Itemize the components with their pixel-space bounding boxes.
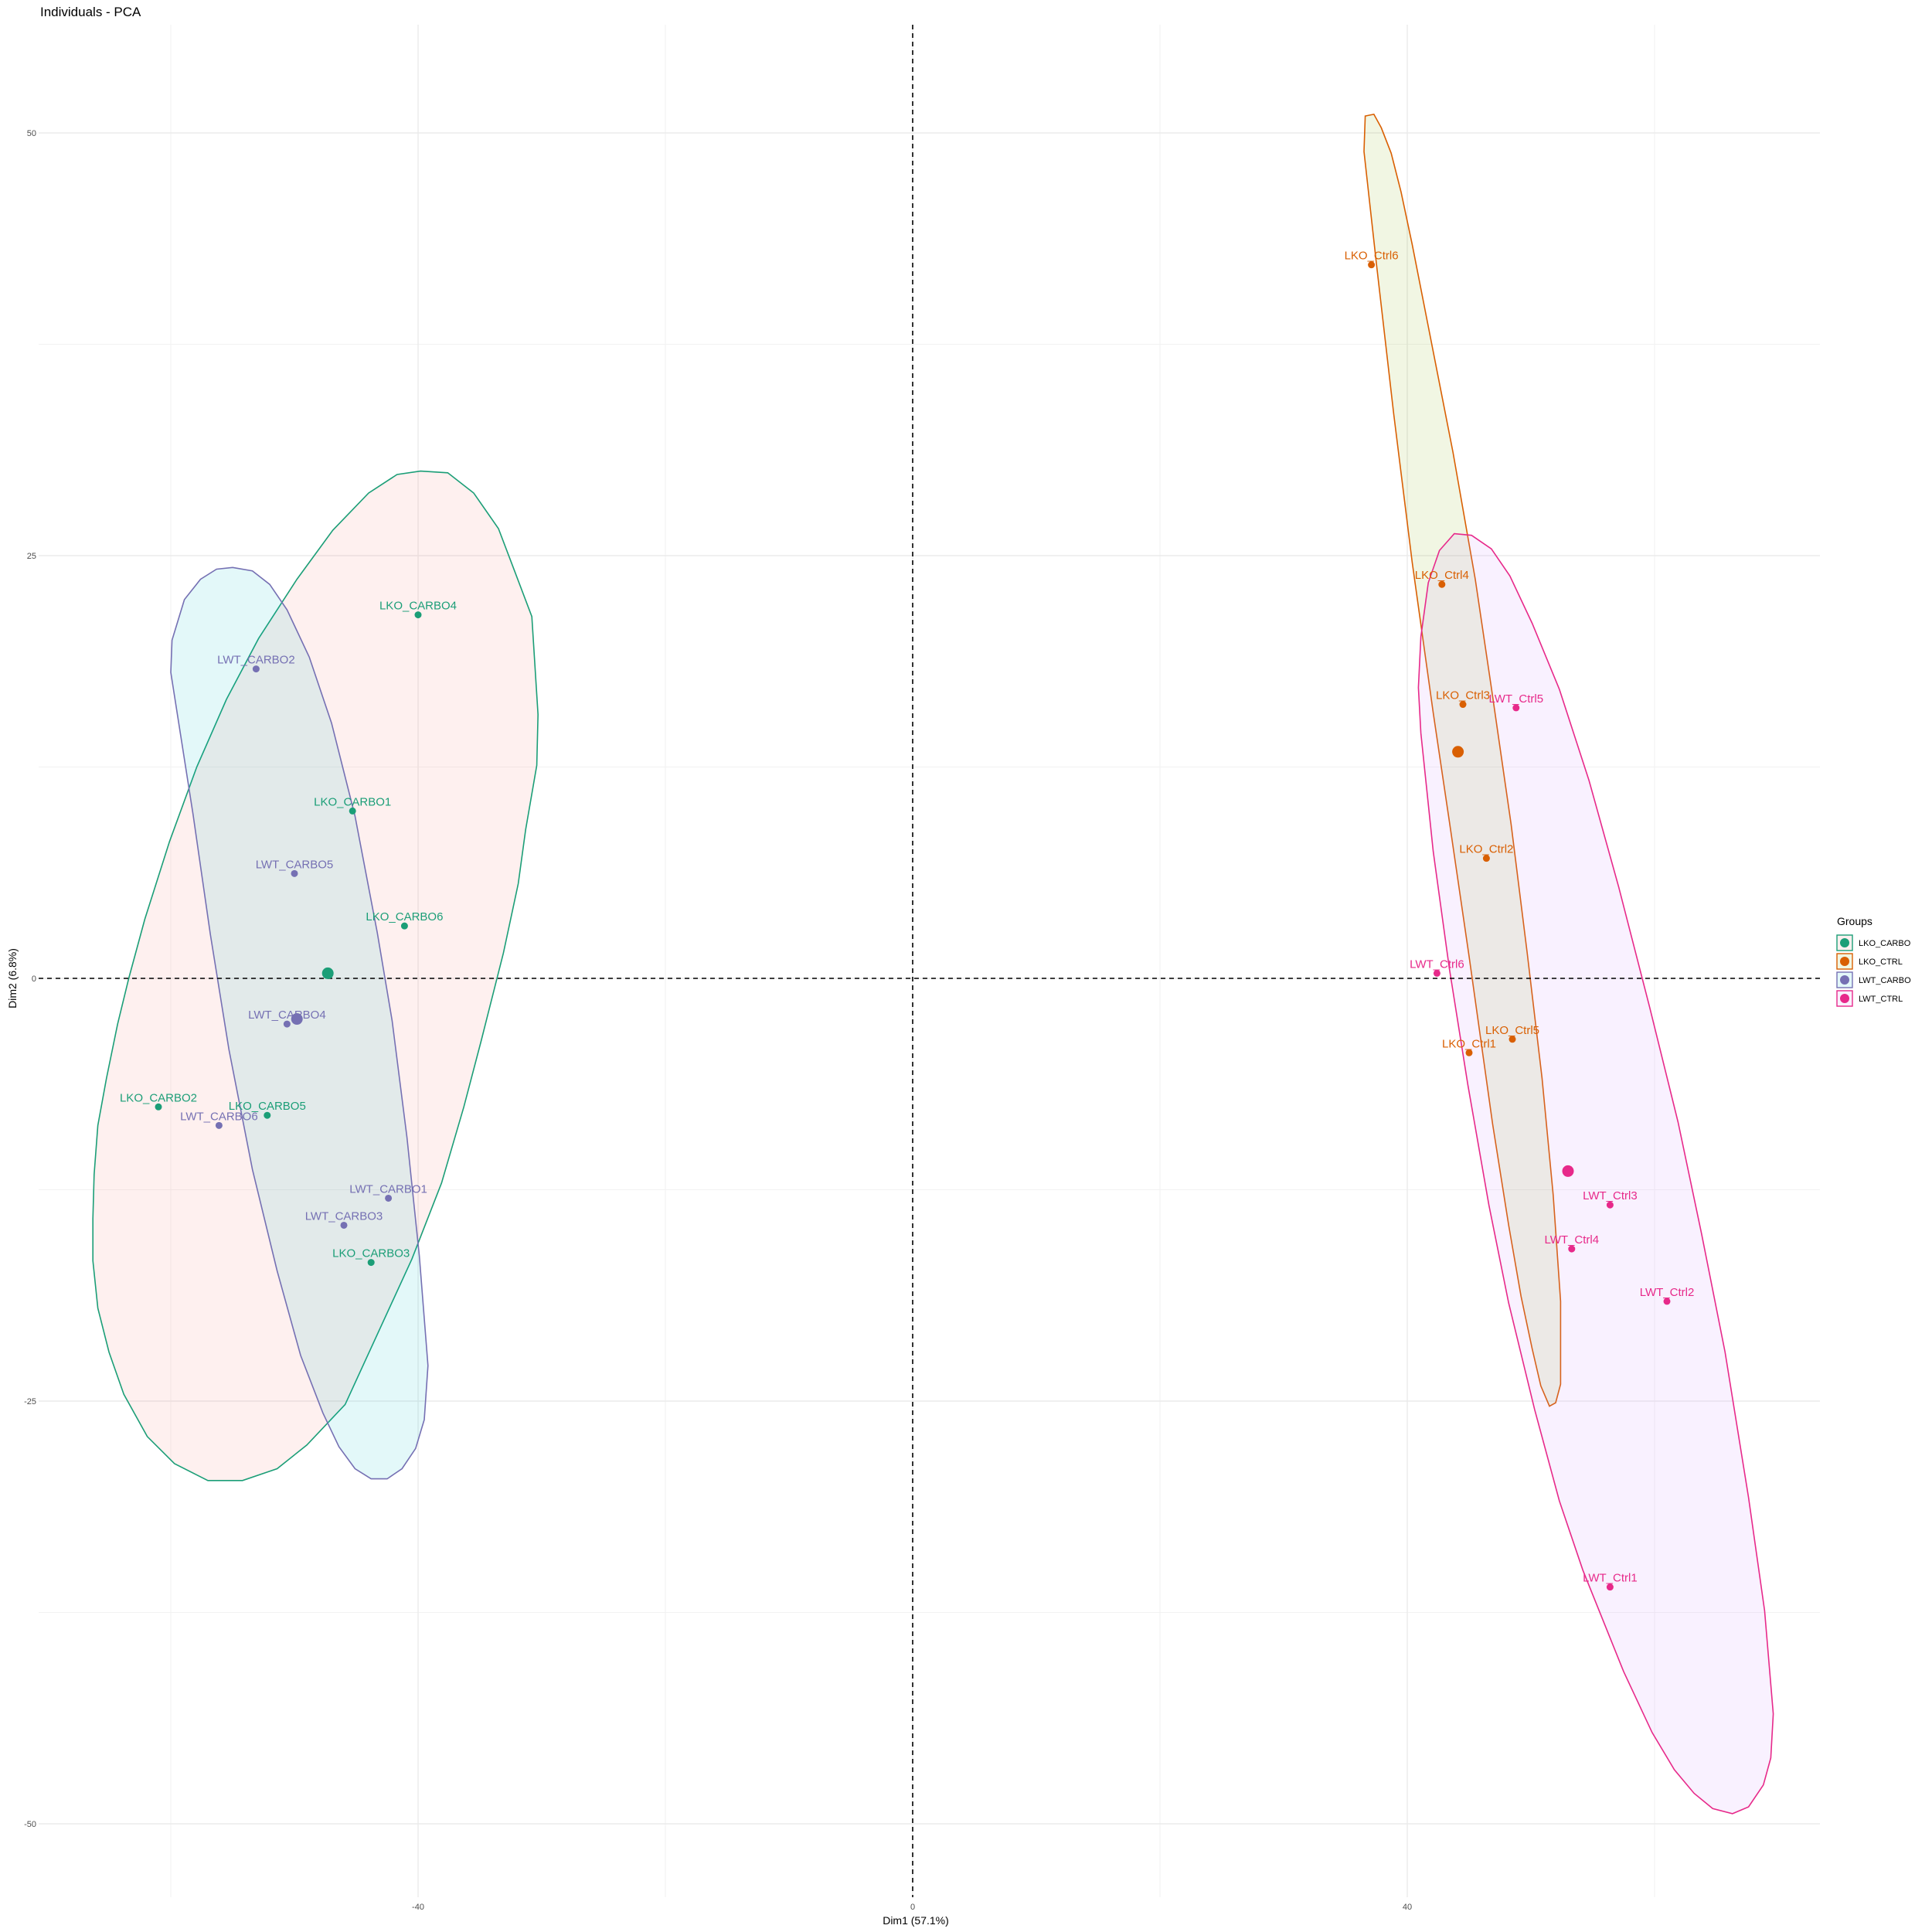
legend-label: LWT_CARBO bbox=[1859, 976, 1911, 985]
data-point bbox=[340, 1221, 348, 1229]
data-point bbox=[252, 665, 260, 673]
legend-label: LWT_CTRL bbox=[1859, 995, 1903, 1004]
point-label: LKO_CARBO2 bbox=[120, 1091, 197, 1104]
x-tick-label: 0 bbox=[910, 1903, 915, 1912]
chart-title: Individuals - PCA bbox=[40, 5, 141, 19]
legend: Groups LKO_CARBO LKO_CTRL LWT_CARBO LWT_CTR… bbox=[1836, 915, 1911, 1007]
point-label: LKO_CARBO6 bbox=[366, 910, 443, 923]
data-point bbox=[291, 869, 298, 877]
data-point bbox=[155, 1103, 162, 1111]
data-point bbox=[1438, 580, 1446, 588]
data-point bbox=[349, 807, 356, 815]
data-point bbox=[1512, 704, 1520, 712]
data-point bbox=[414, 611, 422, 619]
legend-key-marker bbox=[1840, 938, 1849, 947]
ticks: -40 0 40 50 25 0 -25 -50 bbox=[24, 129, 1412, 1912]
point-label: LKO_Ctrl5 bbox=[1485, 1024, 1539, 1037]
y-tick-label: 50 bbox=[27, 129, 36, 138]
data-point bbox=[1368, 261, 1376, 269]
data-point bbox=[264, 1111, 271, 1119]
data-point bbox=[1482, 855, 1490, 862]
point-label: LWT_CARBO6 bbox=[180, 1110, 258, 1123]
x-axis-title: Dim1 (57.1%) bbox=[883, 1914, 949, 1927]
centroids bbox=[291, 746, 1574, 1177]
data-point bbox=[400, 922, 408, 930]
legend-label: LKO_CARBO bbox=[1859, 939, 1911, 948]
data-point bbox=[1465, 1049, 1473, 1056]
point-label: LWT_Ctrl1 bbox=[1583, 1572, 1638, 1585]
y-tick-label: 25 bbox=[27, 552, 36, 561]
point-label: LWT_CARBO1 bbox=[349, 1182, 427, 1196]
y-axis-title: Dim2 (6.8%) bbox=[6, 948, 19, 1009]
point-label: LKO_CARBO1 bbox=[314, 795, 391, 808]
reference-lines bbox=[39, 25, 1820, 1897]
data-point bbox=[385, 1194, 393, 1202]
point-label: LKO_CARBO3 bbox=[332, 1247, 410, 1260]
grid-major bbox=[39, 25, 1820, 1897]
point-label: LWT_Ctrl2 bbox=[1640, 1286, 1695, 1299]
legend-key-marker bbox=[1840, 994, 1849, 1003]
legend-title: Groups bbox=[1837, 915, 1872, 927]
data-point bbox=[1663, 1298, 1671, 1305]
x-tick-label: 40 bbox=[1403, 1903, 1412, 1912]
legend-label: LKO_CTRL bbox=[1859, 957, 1903, 967]
centroid-point bbox=[1452, 746, 1464, 758]
point-label: LWT_CARBO4 bbox=[248, 1009, 326, 1022]
data-point bbox=[1459, 701, 1467, 709]
data-point bbox=[1433, 969, 1440, 977]
point-labels: LKO_CARBO4 LKO_CARBO1 LKO_CARBO6 LKO_CARBO2… bbox=[120, 250, 1694, 1585]
legend-items: LKO_CARBO LKO_CTRL LWT_CARBO LWT_CTRL bbox=[1836, 934, 1911, 1007]
data-point bbox=[1606, 1583, 1614, 1591]
y-tick-label: -50 bbox=[24, 1820, 36, 1829]
point-label: LKO_Ctrl6 bbox=[1345, 250, 1399, 263]
y-tick-label: 0 bbox=[32, 975, 36, 984]
data-point bbox=[1606, 1201, 1614, 1209]
point-label: LWT_Ctrl3 bbox=[1583, 1189, 1638, 1202]
data-point bbox=[215, 1121, 223, 1129]
ellipse-lko-ctrl bbox=[1363, 114, 1562, 1407]
grid-minor bbox=[39, 25, 1820, 1897]
centroid-point bbox=[1562, 1165, 1574, 1177]
data-point bbox=[283, 1020, 291, 1028]
x-tick-label: -40 bbox=[412, 1903, 424, 1912]
data-point bbox=[1509, 1036, 1516, 1043]
point-label: LKO_Ctrl4 bbox=[1415, 569, 1469, 582]
y-tick-label: -25 bbox=[24, 1397, 36, 1406]
point-label: LWT_CARBO2 bbox=[217, 654, 295, 667]
ellipse-lwt-ctrl bbox=[1417, 532, 1774, 1815]
points bbox=[155, 261, 1671, 1591]
legend-key-marker bbox=[1840, 975, 1849, 985]
point-label: LKO_CARBO5 bbox=[229, 1100, 306, 1113]
point-label: LKO_CARBO4 bbox=[379, 600, 457, 613]
point-label: LWT_Ctrl6 bbox=[1410, 957, 1464, 971]
data-point bbox=[1568, 1245, 1576, 1253]
point-label: LWT_Ctrl4 bbox=[1545, 1233, 1600, 1247]
point-label: LKO_Ctrl1 bbox=[1442, 1037, 1496, 1050]
centroid-point bbox=[291, 1013, 303, 1026]
data-point bbox=[367, 1259, 375, 1267]
point-label: LKO_Ctrl2 bbox=[1459, 843, 1513, 856]
ellipse-lko-carbo bbox=[92, 470, 539, 1481]
legend-key-marker bbox=[1840, 957, 1849, 966]
centroid-point bbox=[321, 967, 334, 979]
ellipses bbox=[92, 114, 1774, 1815]
point-label: LWT_Ctrl5 bbox=[1489, 692, 1544, 706]
point-label: LWT_CARBO5 bbox=[256, 858, 334, 871]
point-label: LKO_Ctrl3 bbox=[1436, 689, 1490, 702]
point-label: LWT_CARBO3 bbox=[305, 1209, 383, 1223]
